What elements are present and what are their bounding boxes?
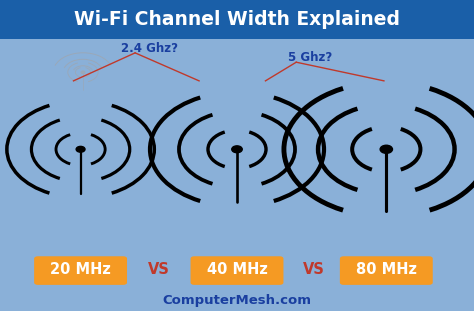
FancyBboxPatch shape xyxy=(34,256,127,285)
FancyBboxPatch shape xyxy=(191,256,283,285)
Text: 5 Ghz?: 5 Ghz? xyxy=(288,51,333,64)
FancyBboxPatch shape xyxy=(340,256,433,285)
Circle shape xyxy=(380,145,392,153)
Circle shape xyxy=(81,71,85,73)
Text: 20 MHz: 20 MHz xyxy=(50,262,111,277)
Text: 40 MHz: 40 MHz xyxy=(207,262,267,277)
Circle shape xyxy=(76,146,85,152)
FancyBboxPatch shape xyxy=(0,0,474,39)
Text: VS: VS xyxy=(148,262,170,277)
Text: Wi-Fi Channel Width Explained: Wi-Fi Channel Width Explained xyxy=(74,10,400,29)
Text: ComputerMesh.com: ComputerMesh.com xyxy=(163,294,311,307)
Text: 2.4 Ghz?: 2.4 Ghz? xyxy=(121,42,178,55)
Circle shape xyxy=(232,146,242,153)
Text: VS: VS xyxy=(303,262,325,277)
Text: 80 MHz: 80 MHz xyxy=(356,262,417,277)
